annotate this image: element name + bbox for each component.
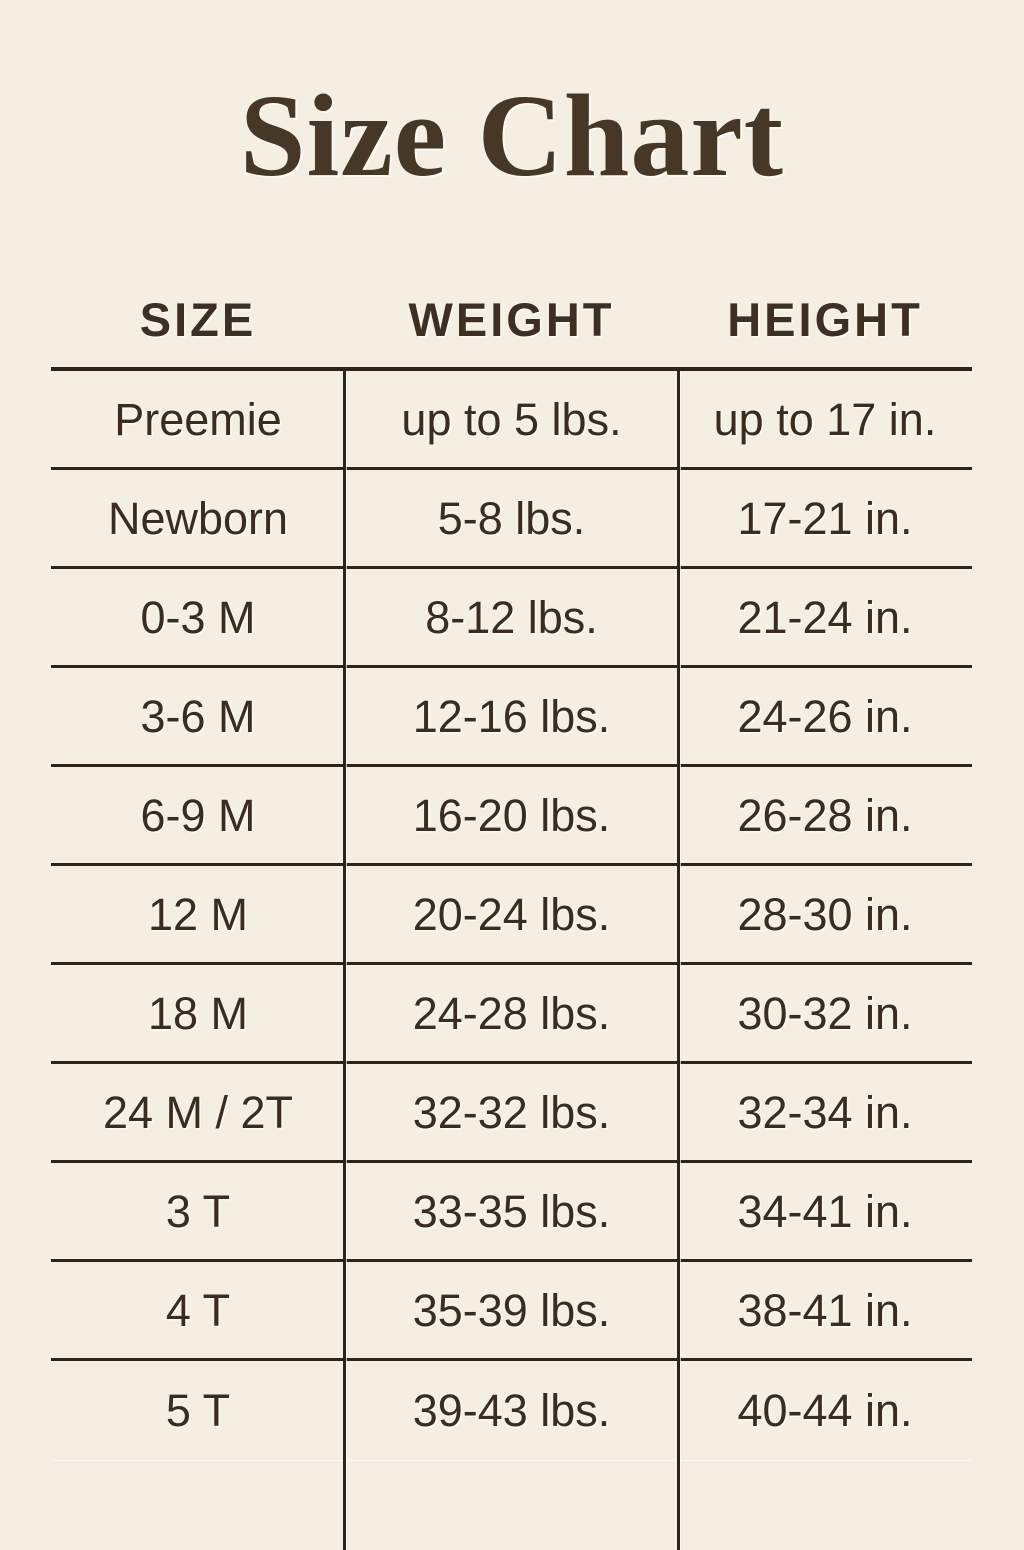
column-header-height: HEIGHT — [727, 293, 923, 346]
cell-height: 32-34 in. — [737, 1086, 913, 1138]
cell-height: 24-26 in. — [737, 690, 913, 742]
cell-height: 40-44 in. — [737, 1385, 913, 1436]
cell-weight: 8-12 lbs. — [425, 591, 598, 643]
cell-size: Newborn — [107, 492, 289, 544]
cell-height: 21-24 in. — [737, 591, 913, 643]
cell-size: 24 M / 2T — [102, 1086, 294, 1138]
cell-size: Preemie — [114, 393, 282, 445]
size-chart-table: SIZE WEIGHT HEIGHT Preemie up to 5 lbs. … — [51, 272, 972, 1550]
table-row: 12 M 20-24 lbs. 28-30 in. — [51, 866, 972, 965]
cell-size: 0-3 M — [140, 591, 256, 643]
table-row: 0-3 M 8-12 lbs. 21-24 in. — [51, 569, 972, 668]
table-row: 4 T 35-39 lbs. 38-41 in. — [51, 1262, 972, 1361]
table-row: Preemie up to 5 lbs. up to 17 in. — [51, 371, 972, 470]
cell-size: 5 T — [165, 1385, 231, 1436]
page-title: Size Chart — [239, 70, 785, 201]
cell-size: 4 T — [165, 1284, 231, 1336]
cell-weight: 5-8 lbs. — [437, 492, 586, 544]
table-row: 3-6 M 12-16 lbs. 24-26 in. — [51, 668, 972, 767]
cell-size: 18 M — [147, 987, 249, 1039]
table-row: 6-9 M 16-20 lbs. 26-28 in. — [51, 767, 972, 866]
table-row: 3 T 33-35 lbs. 34-41 in. — [51, 1163, 972, 1262]
cell-weight: 20-24 lbs. — [412, 888, 611, 940]
column-header-weight: WEIGHT — [408, 293, 615, 346]
cell-weight: up to 5 lbs. — [401, 393, 622, 445]
cell-height: 30-32 in. — [737, 987, 913, 1039]
cell-weight: 12-16 lbs. — [412, 690, 611, 742]
column-divider-left — [343, 371, 346, 1550]
cell-height: 34-41 in. — [737, 1185, 913, 1237]
cell-weight: 35-39 lbs. — [412, 1284, 611, 1336]
table-body: Preemie up to 5 lbs. up to 17 in. Newbor… — [51, 367, 972, 1550]
cell-weight: 33-35 lbs. — [412, 1185, 611, 1237]
table-row: Newborn 5-8 lbs. 17-21 in. — [51, 470, 972, 569]
cell-height: 26-28 in. — [737, 789, 913, 841]
cell-weight: 24-28 lbs. — [412, 987, 611, 1039]
table-row: 24 M / 2T 32-32 lbs. 32-34 in. — [51, 1064, 972, 1163]
cell-height: 28-30 in. — [737, 888, 913, 940]
cell-size: 6-9 M — [140, 789, 256, 841]
cell-weight: 32-32 lbs. — [412, 1086, 611, 1138]
column-divider-right — [677, 371, 680, 1550]
cell-height: up to 17 in. — [713, 393, 937, 445]
cell-height: 17-21 in. — [737, 492, 913, 544]
cell-weight: 39-43 lbs. — [412, 1385, 611, 1436]
column-header-size: SIZE — [139, 293, 257, 346]
table-header-row: SIZE WEIGHT HEIGHT — [51, 272, 972, 367]
table-row: 5 T 39-43 lbs. 40-44 in. — [51, 1361, 972, 1460]
cell-size: 12 M — [147, 888, 249, 940]
cell-weight: 16-20 lbs. — [412, 789, 611, 841]
cell-size: 3-6 M — [140, 690, 256, 742]
cell-height: 38-41 in. — [737, 1284, 913, 1336]
table-row: 18 M 24-28 lbs. 30-32 in. — [51, 965, 972, 1064]
cell-size: 3 T — [165, 1185, 231, 1237]
